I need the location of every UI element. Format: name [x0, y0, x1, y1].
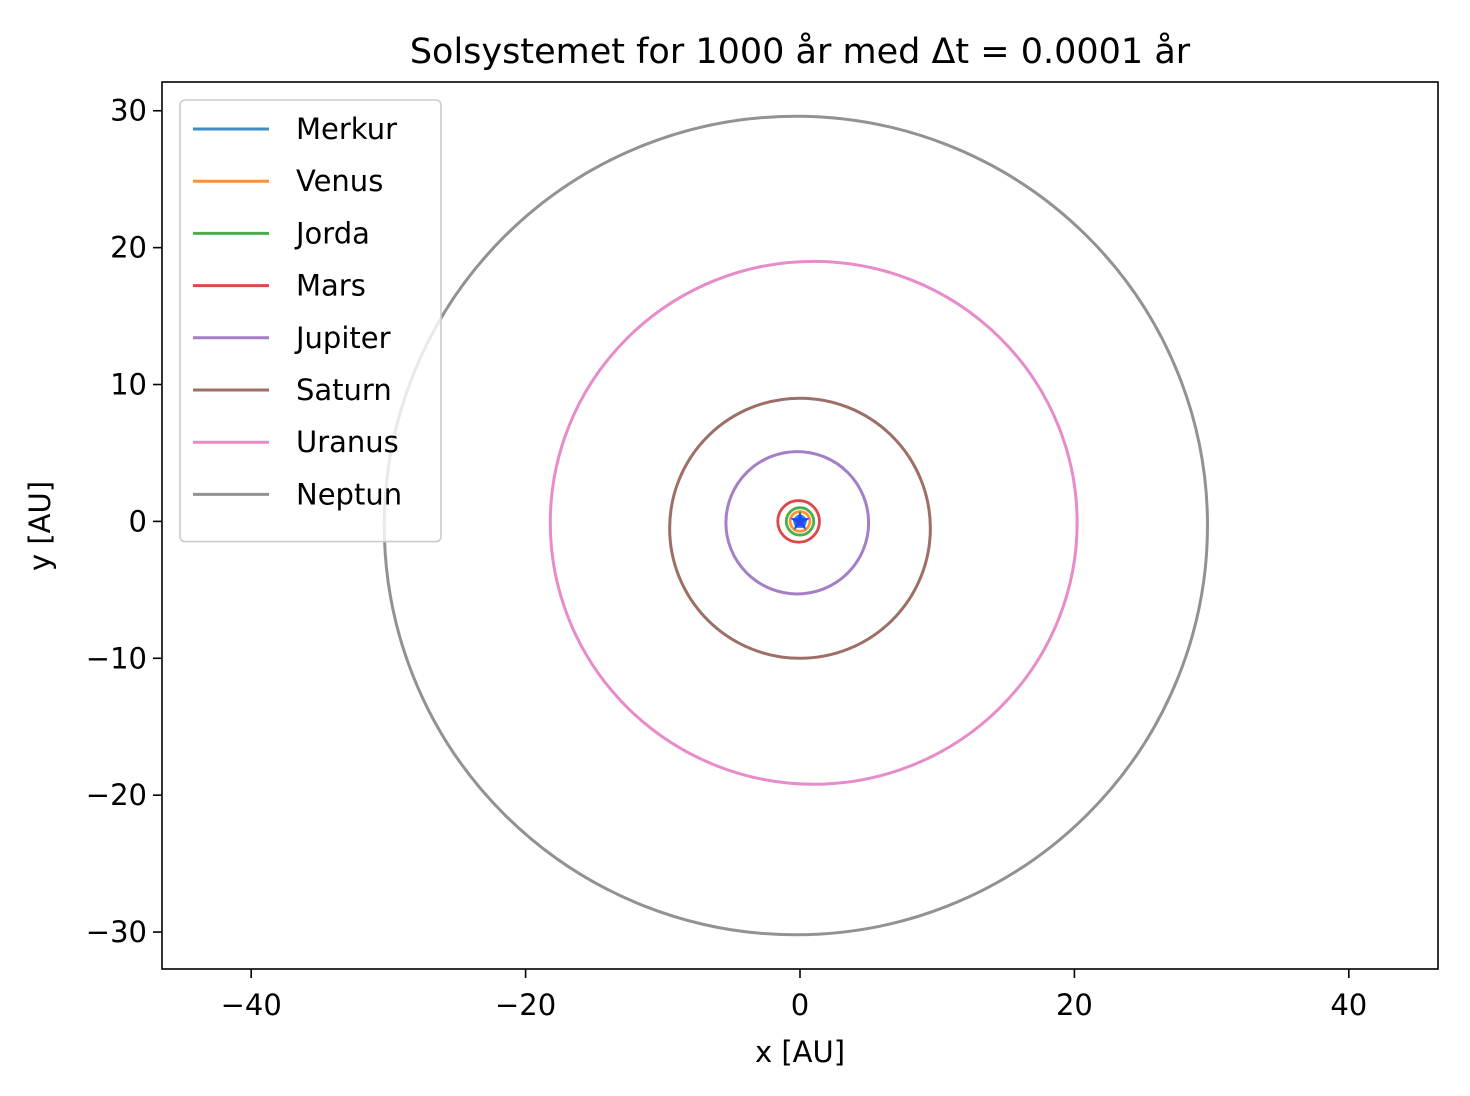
x-tick-label: −40	[221, 988, 282, 1022]
orbit-jorda	[784, 506, 816, 537]
chart-title: Solsystemet for 1000 år med Δt = 0.0001 …	[410, 31, 1191, 72]
x-axis-ticks: −40 −20 0 20 40	[221, 969, 1367, 1022]
y-tick-label: −10	[86, 641, 147, 675]
x-tick-label: 0	[791, 988, 809, 1022]
legend-label-merkur: Merkur	[296, 112, 397, 146]
legend-label-uranus: Uranus	[296, 425, 399, 459]
legend-label-jorda: Jorda	[294, 216, 370, 250]
sun-layer	[790, 510, 810, 530]
y-tick-label: 0	[129, 504, 147, 538]
legend-label-mars: Mars	[296, 269, 366, 303]
orbit-jupiter	[724, 450, 871, 596]
y-tick-label: 30	[110, 94, 147, 128]
x-tick-label: −20	[495, 988, 556, 1022]
x-axis-label: x [AU]	[755, 1035, 845, 1069]
legend: Merkur Venus Jorda Mars Jupiter Saturn Uranus N…	[179, 99, 442, 543]
y-tick-label: −30	[86, 915, 147, 949]
x-tick-label: 40	[1330, 988, 1367, 1022]
sun-star-marker	[790, 510, 810, 530]
y-tick-label: 20	[110, 231, 147, 265]
orbit-uranus	[548, 259, 1079, 786]
legend-label-venus: Venus	[296, 164, 383, 198]
legend-label-saturn: Saturn	[296, 373, 392, 407]
legend-label-neptun: Neptun	[296, 477, 402, 511]
orbit-mars	[776, 499, 821, 544]
y-axis-label: y [AU]	[23, 481, 57, 571]
y-tick-label: 10	[110, 368, 147, 402]
orbit-saturn	[668, 396, 932, 660]
y-axis-ticks: −30 −20 −10 0 10 20 30	[86, 94, 162, 949]
legend-label-jupiter: Jupiter	[294, 321, 391, 355]
legend-box	[179, 99, 442, 543]
y-tick-label: −20	[86, 778, 147, 812]
x-tick-label: 20	[1056, 988, 1093, 1022]
